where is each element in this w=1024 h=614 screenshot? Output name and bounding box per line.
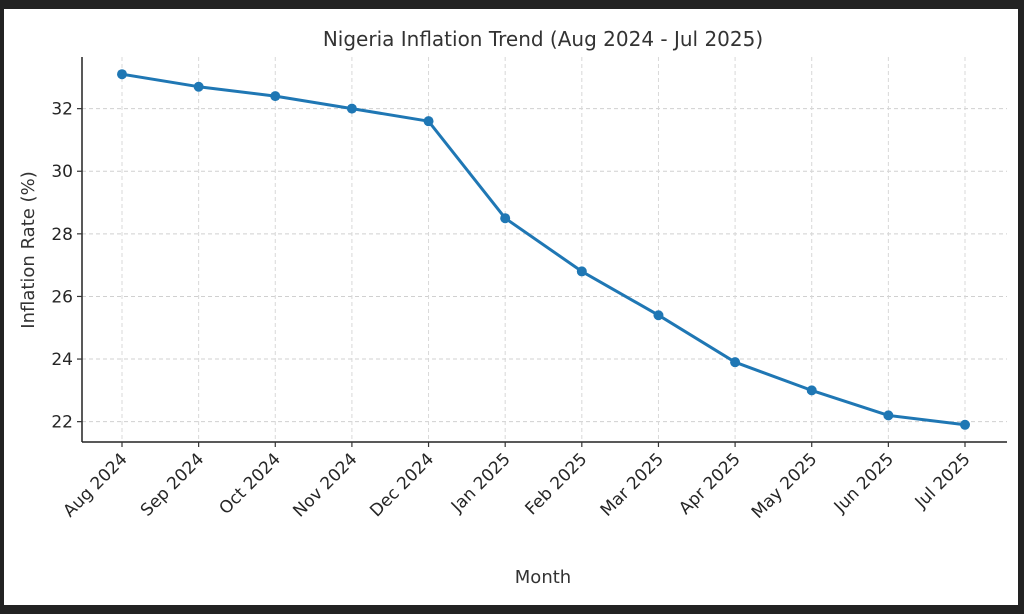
x-tick-label: Apr 2025: [675, 449, 744, 518]
data-point: [576, 266, 587, 277]
x-tick-label: Dec 2024: [366, 449, 438, 521]
x-tick-label: May 2025: [748, 449, 821, 522]
x-axis-label: Month: [515, 567, 571, 588]
data-point: [653, 310, 664, 321]
data-point: [806, 385, 817, 396]
data-point: [883, 410, 894, 421]
data-point: [270, 91, 281, 102]
y-tick-label: 24: [51, 350, 73, 370]
x-tick-label: Sep 2024: [137, 449, 208, 520]
data-point: [117, 69, 127, 80]
y-tick-label: 32: [51, 100, 73, 120]
x-tick-label: Jan 2025: [447, 449, 515, 517]
x-tick-label: Jul 2025: [911, 449, 975, 513]
series-line: [121, 72, 966, 427]
x-tick-label: Oct 2024: [215, 449, 284, 518]
y-ticks: 22 24 26 28 30 32: [51, 100, 82, 433]
data-point: [346, 103, 357, 114]
axes: [81, 57, 1007, 443]
chart-title: Nigeria Inflation Trend (Aug 2024 - Jul …: [323, 27, 763, 51]
y-axis-label: Inflation Rate (%): [18, 171, 39, 328]
y-tick-label: 26: [51, 287, 73, 307]
x-tick-label: Aug 2024: [59, 449, 131, 521]
data-point: [730, 357, 741, 368]
y-tick-label: 28: [51, 225, 73, 245]
x-ticks: Aug 2024 Sep 2024 Oct 2024 Nov 2024 Dec 2024…: [59, 442, 975, 523]
data-point: [193, 81, 204, 92]
grid-lines: [82, 57, 1007, 442]
chart-panel: 22 24 26 28 30 32 Aug 2024 Sep 2024 Oct 2024 Nov…: [4, 9, 1018, 605]
x-tick-label: Feb 2025: [522, 449, 592, 519]
data-point: [423, 116, 434, 127]
x-tick-label: Mar 2025: [597, 449, 668, 520]
x-tick-label: Nov 2024: [289, 449, 361, 521]
y-tick-label: 30: [51, 162, 73, 182]
x-tick-label: Jun 2025: [830, 449, 898, 517]
data-point: [960, 419, 970, 430]
line-chart: 22 24 26 28 30 32 Aug 2024 Sep 2024 Oct 2024 Nov…: [18, 27, 1007, 588]
y-tick-label: 22: [51, 413, 73, 433]
series: [117, 69, 970, 430]
data-point: [500, 213, 511, 224]
